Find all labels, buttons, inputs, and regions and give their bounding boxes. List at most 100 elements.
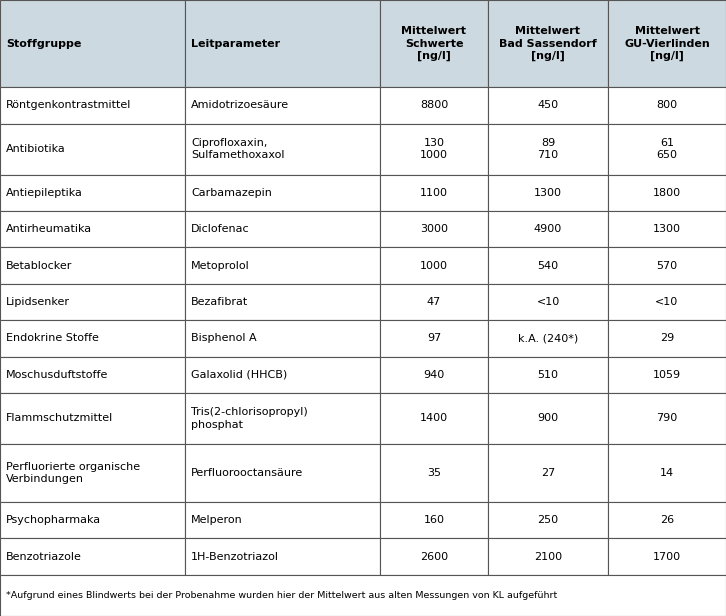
- Bar: [608, 211, 726, 248]
- Text: Amidotrizoesäure: Amidotrizoesäure: [191, 100, 289, 110]
- Bar: [0, 357, 185, 393]
- Text: 450: 450: [537, 100, 558, 110]
- Text: Benzotriazole: Benzotriazole: [6, 551, 82, 562]
- Bar: [0, 174, 185, 211]
- Bar: [488, 444, 608, 502]
- Text: 1100: 1100: [420, 188, 448, 198]
- Text: 800: 800: [656, 100, 677, 110]
- Text: 8800: 8800: [420, 100, 448, 110]
- Text: 26: 26: [660, 515, 674, 525]
- Bar: [380, 248, 488, 284]
- Text: 900: 900: [537, 413, 558, 423]
- Text: Moschusduftstoffe: Moschusduftstoffe: [6, 370, 108, 379]
- Text: 1800: 1800: [653, 188, 681, 198]
- Text: 130
1000: 130 1000: [420, 138, 448, 160]
- Bar: [380, 357, 488, 393]
- Text: Endokrine Stoffe: Endokrine Stoffe: [6, 333, 99, 343]
- Bar: [0, 502, 185, 538]
- Bar: [488, 248, 608, 284]
- Text: Mittelwert
Bad Sassendorf
[ng/l]: Mittelwert Bad Sassendorf [ng/l]: [499, 26, 597, 61]
- Bar: [380, 284, 488, 320]
- Text: *Aufgrund eines Blindwerts bei der Probenahme wurden hier der Mittelwert aus alt: *Aufgrund eines Blindwerts bei der Probe…: [6, 591, 558, 600]
- Text: Perfluorooctansäure: Perfluorooctansäure: [191, 468, 303, 478]
- Bar: [0, 393, 185, 444]
- Text: Röntgenkontrastmittel: Röntgenkontrastmittel: [6, 100, 131, 110]
- Text: Metoprolol: Metoprolol: [191, 261, 250, 270]
- Text: k.A. (240*): k.A. (240*): [518, 333, 578, 343]
- Bar: [380, 393, 488, 444]
- Bar: [380, 538, 488, 575]
- Text: 1700: 1700: [653, 551, 681, 562]
- Text: Stoffgruppe: Stoffgruppe: [6, 39, 81, 49]
- Text: 14: 14: [660, 468, 674, 478]
- Bar: [185, 87, 380, 124]
- Text: 570: 570: [656, 261, 677, 270]
- Bar: [0, 87, 185, 124]
- Bar: [0, 320, 185, 357]
- Text: Antirheumatika: Antirheumatika: [6, 224, 92, 234]
- Text: 89
710: 89 710: [537, 138, 558, 160]
- Bar: [380, 124, 488, 174]
- Bar: [185, 174, 380, 211]
- Bar: [608, 284, 726, 320]
- Text: 790: 790: [656, 413, 677, 423]
- Bar: [185, 284, 380, 320]
- Text: 1300: 1300: [534, 188, 562, 198]
- Bar: [185, 320, 380, 357]
- Bar: [608, 357, 726, 393]
- Bar: [0, 124, 185, 174]
- Text: Antibiotika: Antibiotika: [6, 144, 66, 154]
- Bar: [0, 248, 185, 284]
- Text: 61
650: 61 650: [656, 138, 677, 160]
- Bar: [488, 393, 608, 444]
- Bar: [608, 124, 726, 174]
- Text: Antiepileptika: Antiepileptika: [6, 188, 83, 198]
- Bar: [380, 211, 488, 248]
- Bar: [0, 538, 185, 575]
- Bar: [0, 211, 185, 248]
- Text: 4900: 4900: [534, 224, 562, 234]
- Text: 3000: 3000: [420, 224, 448, 234]
- Bar: [608, 538, 726, 575]
- Bar: [380, 174, 488, 211]
- Text: 27: 27: [541, 468, 555, 478]
- Bar: [608, 0, 726, 87]
- Bar: [380, 320, 488, 357]
- Text: Leitparameter: Leitparameter: [191, 39, 280, 49]
- Text: 97: 97: [427, 333, 441, 343]
- Bar: [608, 320, 726, 357]
- Text: 47: 47: [427, 297, 441, 307]
- Text: 2600: 2600: [420, 551, 448, 562]
- Text: Ciprofloxaxin,
Sulfamethoxaxol: Ciprofloxaxin, Sulfamethoxaxol: [191, 138, 285, 160]
- Text: Tris(2-chlorisopropyl)
phosphat: Tris(2-chlorisopropyl) phosphat: [191, 407, 308, 429]
- Text: Galaxolid (HHCB): Galaxolid (HHCB): [191, 370, 287, 379]
- Bar: [488, 87, 608, 124]
- Text: 1H-Benzotriazol: 1H-Benzotriazol: [191, 551, 279, 562]
- Bar: [0, 0, 185, 87]
- Text: Psychopharmaka: Psychopharmaka: [6, 515, 101, 525]
- Text: Melperon: Melperon: [191, 515, 242, 525]
- Bar: [608, 502, 726, 538]
- Bar: [608, 393, 726, 444]
- Text: 940: 940: [423, 370, 444, 379]
- Bar: [488, 211, 608, 248]
- Bar: [185, 444, 380, 502]
- Text: Bezafibrat: Bezafibrat: [191, 297, 248, 307]
- Text: Lipidsenker: Lipidsenker: [6, 297, 70, 307]
- Bar: [185, 357, 380, 393]
- Bar: [185, 393, 380, 444]
- Bar: [488, 502, 608, 538]
- Text: Diclofenac: Diclofenac: [191, 224, 250, 234]
- Bar: [380, 0, 488, 87]
- Bar: [185, 248, 380, 284]
- Bar: [185, 0, 380, 87]
- Bar: [488, 538, 608, 575]
- Bar: [488, 357, 608, 393]
- Bar: [0, 284, 185, 320]
- Text: Carbamazepin: Carbamazepin: [191, 188, 272, 198]
- Bar: [488, 284, 608, 320]
- Bar: [0, 575, 726, 616]
- Bar: [608, 444, 726, 502]
- Bar: [380, 502, 488, 538]
- Text: 1300: 1300: [653, 224, 681, 234]
